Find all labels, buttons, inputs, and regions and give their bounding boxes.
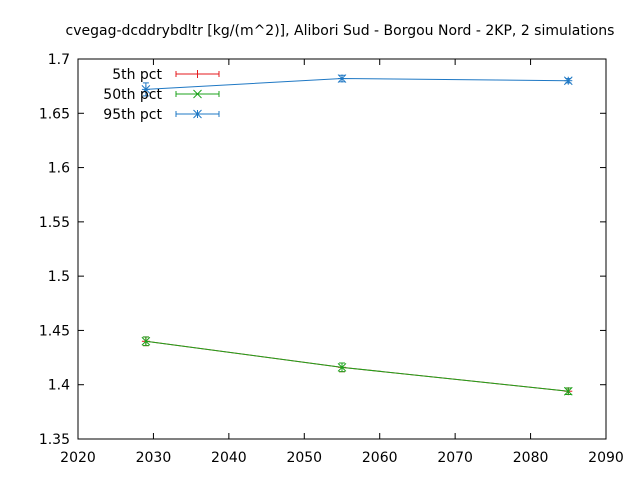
data-point bbox=[563, 386, 573, 396]
y-tick-label: 1.4 bbox=[48, 378, 70, 394]
x-tick-label: 2090 bbox=[588, 450, 624, 466]
legend-label: 5th pct bbox=[112, 67, 162, 83]
legend-item: 5th pct bbox=[112, 67, 220, 83]
marker-stroke bbox=[193, 89, 202, 99]
marker-stroke bbox=[141, 85, 151, 94]
marker-stroke bbox=[193, 109, 202, 119]
y-axis: 1.35 1.4 1.45 1.5 1.55 1.6 1.65 1.7 bbox=[39, 52, 606, 448]
marker-stroke bbox=[563, 76, 573, 86]
y-tick-label: 1.45 bbox=[39, 323, 70, 339]
x-axis: 2020 2030 2040 2050 2060 2070 2080 2090 bbox=[60, 59, 624, 466]
y-tick-label: 1.5 bbox=[48, 269, 70, 285]
series-line bbox=[145, 340, 569, 392]
x-tick-label: 2030 bbox=[136, 450, 172, 466]
chart-title: cvegag-dcddrybdltr [kg/(m^2)], Alibori S… bbox=[66, 23, 615, 39]
x-tick-label: 2070 bbox=[437, 450, 473, 466]
legend-label: 95th pct bbox=[103, 107, 162, 123]
series-line bbox=[145, 78, 569, 90]
legend-item: 95th pct bbox=[103, 107, 220, 123]
series-2 bbox=[141, 336, 573, 396]
legend-item: 50th pct bbox=[103, 87, 220, 103]
marker-stroke bbox=[141, 336, 151, 346]
data-point bbox=[337, 362, 347, 372]
data-point bbox=[141, 336, 151, 346]
marker-stroke bbox=[563, 386, 573, 396]
data-point bbox=[141, 85, 151, 94]
data-point bbox=[563, 76, 573, 86]
marker-stroke bbox=[337, 362, 347, 372]
y-tick-label: 1.35 bbox=[39, 432, 70, 448]
x-tick-label: 2080 bbox=[513, 450, 549, 466]
series-line bbox=[145, 340, 569, 392]
data-point bbox=[337, 74, 347, 83]
y-tick-label: 1.65 bbox=[39, 106, 70, 122]
marker-stroke bbox=[337, 74, 347, 83]
plot-frame bbox=[77, 58, 607, 440]
legend-label: 50th pct bbox=[103, 87, 162, 103]
y-tick-label: 1.55 bbox=[39, 215, 70, 231]
series-1 bbox=[141, 336, 573, 396]
y-tick-label: 1.7 bbox=[48, 52, 70, 68]
x-tick-label: 2050 bbox=[286, 450, 322, 466]
y-tick-label: 1.6 bbox=[48, 161, 70, 177]
series-3 bbox=[141, 74, 573, 97]
x-tick-label: 2020 bbox=[60, 450, 96, 466]
data-point bbox=[193, 70, 202, 78]
data-point bbox=[193, 89, 202, 99]
x-tick-label: 2060 bbox=[362, 450, 398, 466]
data-point bbox=[193, 109, 202, 119]
x-tick-label: 2040 bbox=[211, 450, 247, 466]
series-layer bbox=[141, 74, 573, 396]
legend: 5th pct 50th pct 95th pct bbox=[103, 67, 220, 123]
